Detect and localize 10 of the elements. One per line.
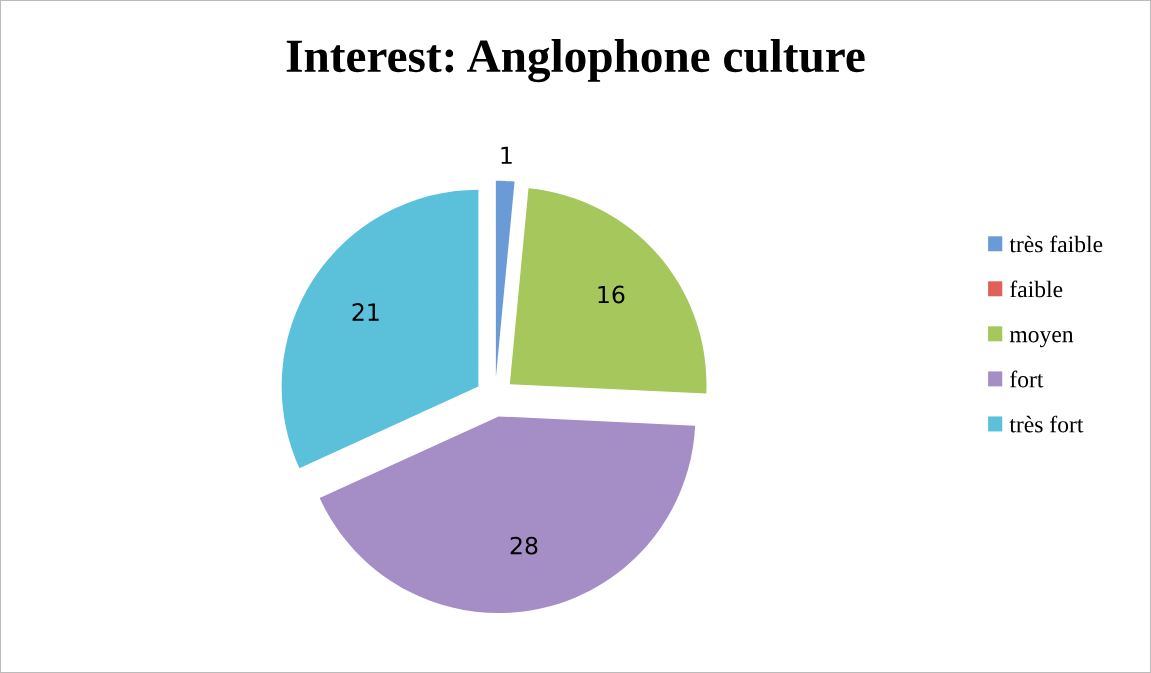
- legend-label: moyen: [1009, 331, 1074, 348]
- legend-label: faible: [1010, 280, 1063, 298]
- chart-title: Interest: Anglophone culture: [286, 38, 865, 83]
- data-label: 28: [510, 536, 538, 555]
- data-label: 16: [598, 285, 625, 304]
- legend-label: très faible: [1009, 235, 1103, 253]
- data-label: 21: [352, 303, 379, 321]
- data-label: 1: [501, 146, 512, 164]
- legend-label: fort: [1010, 370, 1044, 388]
- legend-label: très fort: [1009, 415, 1084, 433]
